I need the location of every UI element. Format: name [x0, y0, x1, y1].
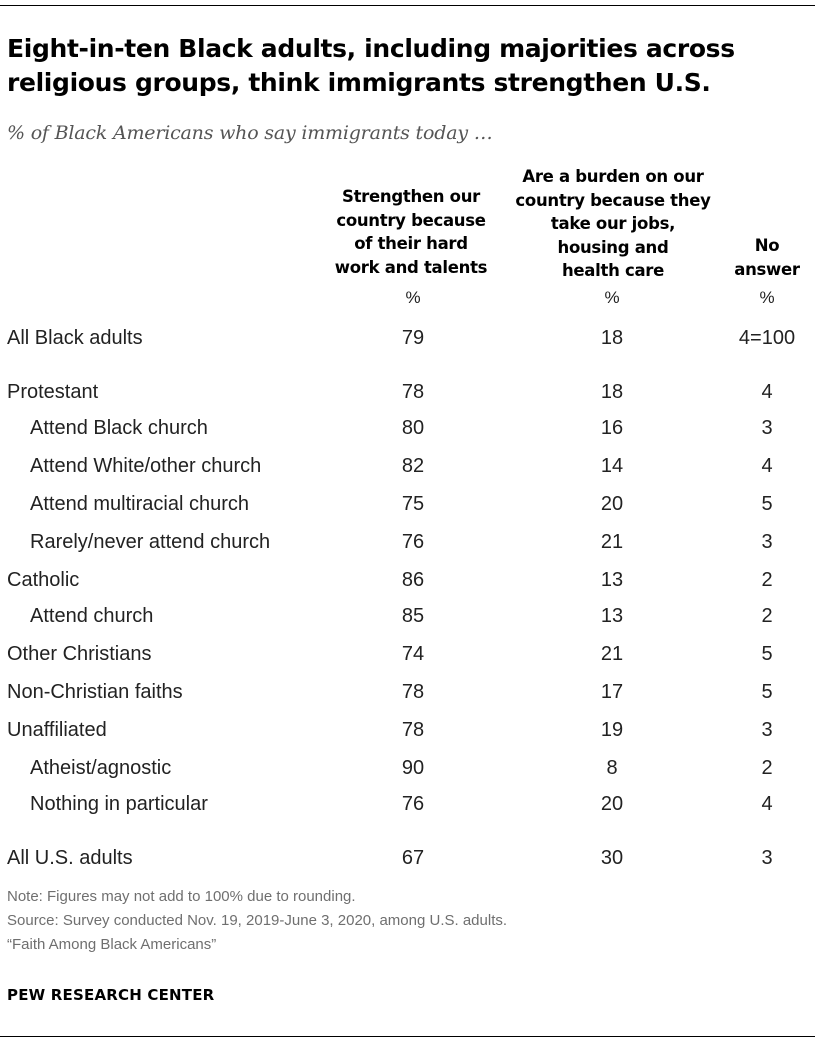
row-label: Catholic [7, 569, 80, 591]
column-header-line: answer [734, 259, 800, 279]
value-cell-no-answer: 2 [761, 569, 773, 591]
row-label: Attend multiracial church [30, 493, 249, 515]
row-label: All Black adults [7, 327, 143, 349]
report-title-line: “Faith Among Black Americans” [7, 936, 217, 953]
row-label: Protestant [7, 381, 99, 403]
column-header-line: No [754, 236, 780, 255]
value-cell-strengthen: 78 [401, 381, 425, 403]
column-header-line: country because they [515, 190, 711, 210]
table-row: All Black adults 79 18 4=100 [0, 323, 840, 353]
row-label: All U.S. adults [7, 847, 133, 869]
value-cell-burden: 21 [600, 643, 624, 665]
table-row: Unaffiliated 78 19 3 [0, 715, 840, 745]
table-row: Catholic 86 13 2 [0, 565, 840, 595]
value-cell-no-answer: 3 [761, 531, 773, 553]
value-cell-strengthen: 67 [401, 847, 425, 869]
column-header-line: of their hard [354, 234, 468, 253]
value-cell-burden: 30 [600, 847, 624, 869]
value-cell-no-answer: 3 [761, 719, 773, 741]
table-row: Attend church 85 13 2 [0, 601, 840, 631]
chart-title: Eight-in-ten Black adults, including maj… [7, 34, 735, 97]
value-cell-strengthen: 80 [401, 417, 425, 439]
value-cell-no-answer: 2 [761, 757, 773, 779]
value-cell-burden: 18 [600, 327, 624, 349]
value-cell-burden: 17 [600, 681, 624, 703]
value-cell-no-answer: 4 [761, 793, 773, 815]
table-row: Protestant 78 18 4 [0, 377, 840, 407]
value-cell-burden: 8 [606, 757, 618, 779]
table-row: Attend Black church 80 16 3 [0, 413, 840, 443]
value-cell-no-answer: 5 [761, 681, 773, 703]
row-label: Rarely/never attend church [30, 531, 271, 553]
value-cell-burden: 18 [600, 381, 624, 403]
value-cell-strengthen: 76 [401, 531, 425, 553]
value-cell-no-answer: 4 [761, 381, 773, 403]
value-cell-strengthen: 78 [401, 681, 425, 703]
value-cell-burden: 14 [600, 455, 624, 477]
brand-logo-text: PEW RESEARCH CENTER [7, 986, 215, 1004]
value-cell-burden: 16 [600, 417, 624, 439]
value-cell-strengthen: 79 [401, 327, 425, 349]
column-unit-strengthen: % [405, 288, 421, 307]
source-line: Source: Survey conducted Nov. 19, 2019-J… [7, 912, 508, 929]
value-cell-burden: 21 [600, 531, 624, 553]
value-cell-strengthen: 75 [401, 493, 425, 515]
column-header-line: work and talents [334, 257, 488, 277]
row-label: Attend Black church [30, 417, 208, 439]
row-label: Atheist/agnostic [30, 757, 172, 779]
table-row: Rarely/never attend church 76 21 3 [0, 527, 840, 557]
value-cell-burden: 20 [600, 493, 624, 515]
table-row: Atheist/agnostic 90 8 2 [0, 753, 840, 783]
column-unit-burden: % [604, 288, 620, 307]
table-row: Attend White/other church 82 14 4 [0, 451, 840, 481]
value-cell-no-answer: 5 [761, 643, 773, 665]
value-cell-burden: 20 [600, 793, 624, 815]
value-cell-burden: 13 [600, 569, 624, 591]
table-row: Nothing in particular 76 20 4 [0, 789, 840, 819]
value-cell-no-answer: 5 [761, 493, 773, 515]
value-cell-strengthen: 78 [401, 719, 425, 741]
footnote: Note: Figures may not add to 100% due to… [7, 888, 356, 905]
bottom-rule [0, 1036, 815, 1037]
row-label: Unaffiliated [7, 719, 107, 741]
column-header-line: Are a burden on our [522, 167, 704, 186]
value-cell-no-answer: 3 [761, 417, 773, 439]
row-label: Attend church [30, 605, 154, 627]
column-header-burden: Are a burden on our country because they t… [500, 165, 726, 283]
table-row: Other Christians 74 21 5 [0, 639, 840, 669]
value-cell-strengthen: 82 [401, 455, 425, 477]
value-cell-burden: 13 [600, 605, 624, 627]
column-unit-no-answer: % [759, 288, 775, 307]
value-cell-no-answer: 4 [761, 455, 773, 477]
value-cell-strengthen: 76 [401, 793, 425, 815]
row-label: Other Christians [7, 643, 152, 665]
chart-subtitle: % of Black Americans who say immigrants … [7, 122, 493, 144]
row-label: Attend White/other church [30, 455, 262, 477]
column-header-no-answer: No answer [722, 234, 812, 281]
value-cell-strengthen: 86 [401, 569, 425, 591]
value-cell-no-answer: 2 [761, 605, 773, 627]
table-row: Non-Christian faiths 78 17 5 [0, 677, 840, 707]
column-header-line: health care [561, 261, 665, 280]
value-cell-no-answer: 4=100 [738, 327, 796, 349]
value-cell-no-answer: 3 [761, 847, 773, 869]
table-row: All U.S. adults 67 30 3 [0, 843, 840, 873]
column-header-line: Strengthen our [342, 187, 480, 206]
column-header-line: country because [336, 210, 486, 230]
value-cell-strengthen: 90 [401, 757, 425, 779]
table-row: Attend multiracial church 75 20 5 [0, 489, 840, 519]
row-label: Nothing in particular [30, 793, 208, 815]
column-header-line: take our jobs, [550, 214, 676, 233]
column-header-strengthen: Strengthen our country because of their ha… [318, 185, 504, 279]
row-label: Non-Christian faiths [7, 681, 183, 703]
value-cell-strengthen: 74 [401, 643, 425, 665]
column-header-line: housing and [557, 237, 669, 257]
top-rule [0, 5, 815, 6]
value-cell-strengthen: 85 [401, 605, 425, 627]
value-cell-burden: 19 [600, 719, 624, 741]
